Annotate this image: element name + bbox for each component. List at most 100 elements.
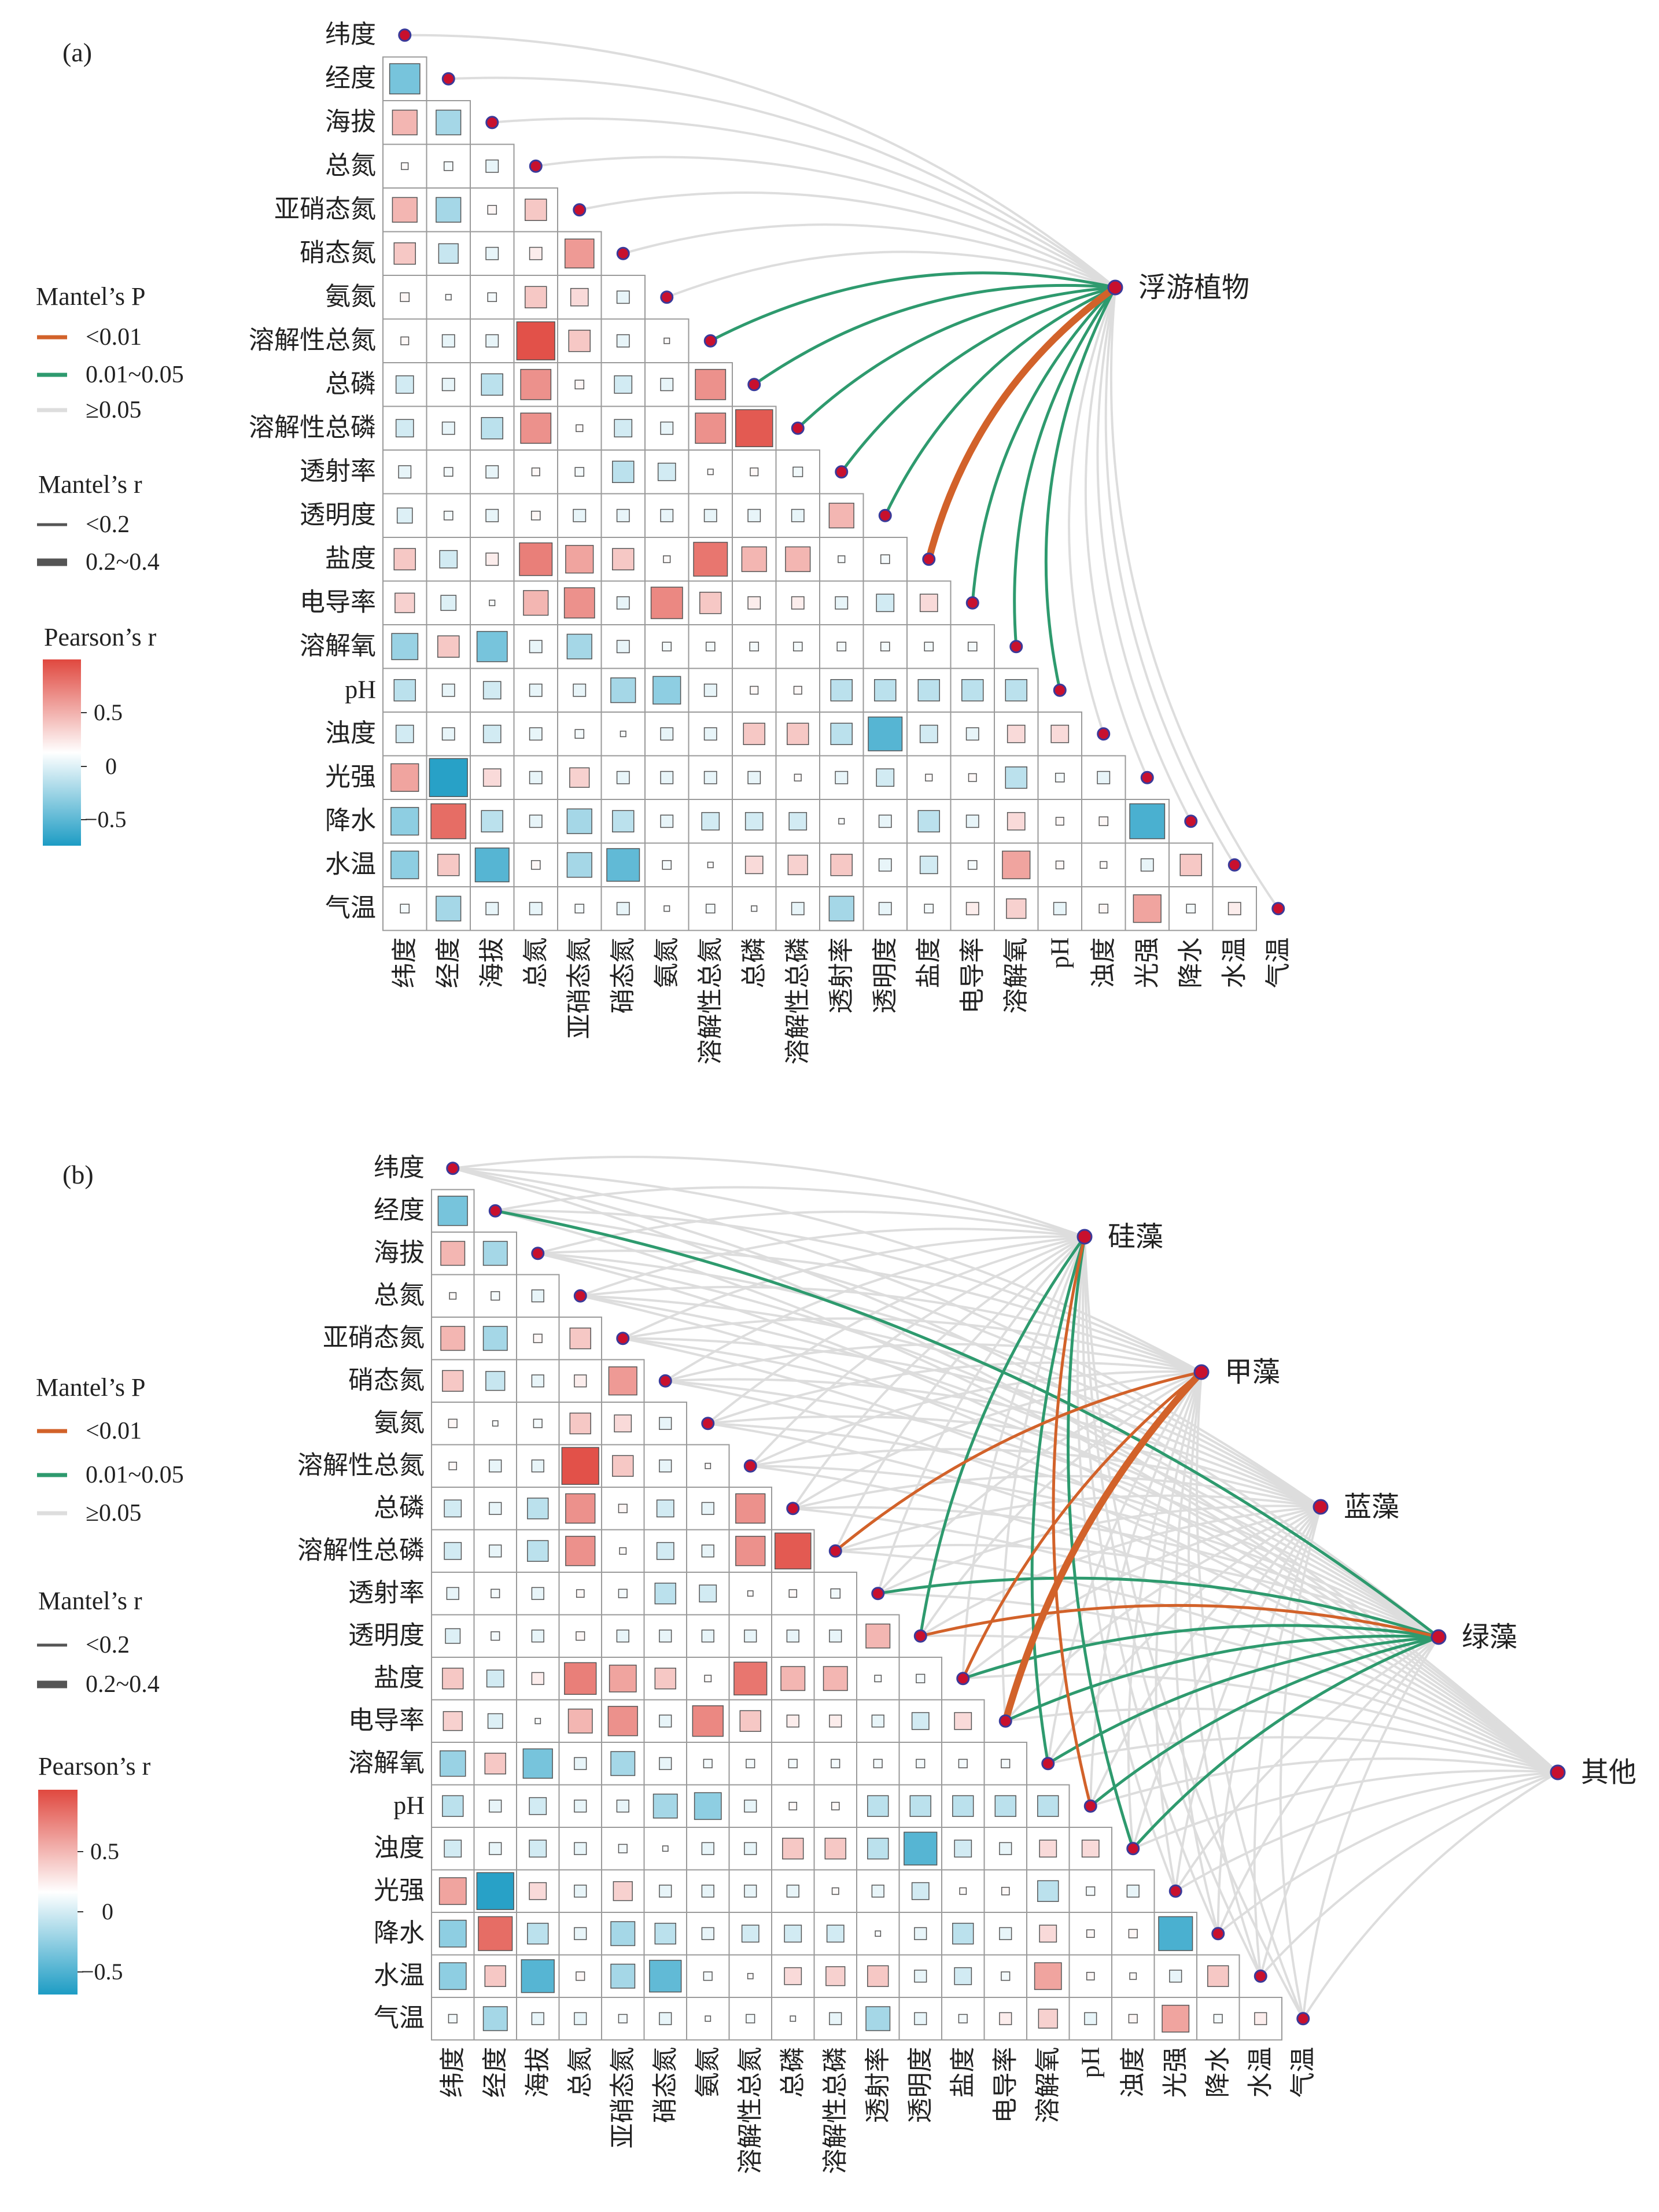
- variable-node: [747, 378, 761, 392]
- correlation-square: [569, 1413, 591, 1435]
- correlation-square: [616, 334, 630, 348]
- correlation-square: [830, 722, 853, 745]
- correlation-square: [828, 895, 854, 921]
- correlation-square: [1086, 1886, 1096, 1896]
- correlation-square: [400, 336, 410, 345]
- correlation-square: [746, 1758, 755, 1768]
- correlation-square: [876, 593, 895, 613]
- row-label: 硝态氮: [300, 238, 376, 267]
- correlation-square: [476, 1872, 514, 1910]
- mantel-link: [1216, 1771, 1559, 1935]
- variable-node: [1184, 814, 1198, 828]
- correlation-square: [438, 243, 459, 264]
- heatmap-cell: [473, 1274, 517, 1318]
- correlation-square: [516, 321, 555, 360]
- correlation-square: [694, 1792, 722, 1820]
- correlation-square: [735, 1493, 766, 1524]
- correlation-square: [614, 419, 633, 438]
- legend-r-item: 0.2~0.4: [86, 1671, 160, 1698]
- column-label: 电导率: [991, 2047, 1019, 2123]
- correlation-square: [788, 1589, 798, 1598]
- correlation-square: [489, 1459, 502, 1473]
- correlation-square: [744, 856, 764, 875]
- mantel-link: [1046, 1506, 1322, 1765]
- legend-mantel-p-title: Mantel’s P: [36, 1373, 145, 1402]
- correlation-square: [485, 465, 499, 479]
- correlation-square: [608, 1366, 637, 1396]
- variable-node: [531, 1247, 545, 1260]
- correlation-square: [919, 856, 938, 875]
- column-label: 纬度: [438, 2047, 467, 2098]
- correlation-square: [570, 287, 589, 307]
- correlation-square: [825, 1966, 846, 1986]
- correlation-square: [449, 1292, 457, 1300]
- column-label: 硝态氮: [651, 2047, 679, 2123]
- correlation-square: [965, 727, 979, 741]
- correlation-square: [533, 1418, 543, 1428]
- row-label: 经度: [374, 1196, 425, 1224]
- correlation-square: [569, 767, 590, 788]
- column-label: 海拔: [523, 2047, 552, 2098]
- correlation-square: [659, 1629, 672, 1643]
- row-label: 海拔: [325, 108, 376, 136]
- correlation-square: [574, 379, 585, 390]
- mantel-link: [1259, 1771, 1559, 1978]
- correlation-square: [1001, 1886, 1010, 1896]
- correlation-square: [436, 109, 462, 135]
- mantel-link: [791, 1507, 1559, 1774]
- correlation-square: [788, 1801, 798, 1811]
- correlation-square: [654, 1583, 676, 1605]
- mantel-link: [534, 156, 1116, 289]
- correlation-square: [481, 810, 503, 832]
- correlation-square: [482, 2006, 508, 2032]
- correlation-square: [390, 850, 419, 879]
- variable-node: [791, 421, 805, 435]
- correlation-square: [1006, 898, 1027, 919]
- correlation-square: [619, 1547, 627, 1555]
- correlation-square: [389, 63, 421, 95]
- legend-r-item: 0.2~0.4: [86, 549, 160, 576]
- correlation-square: [660, 770, 674, 784]
- pearson-colorbar: [43, 659, 81, 846]
- mantel-link: [971, 286, 1117, 604]
- mantel-link: [706, 1236, 1086, 1425]
- heatmap-cell: [862, 886, 908, 931]
- correlation-square: [660, 378, 674, 392]
- correlation-square: [1037, 1880, 1059, 1902]
- correlation-square: [916, 1673, 926, 1683]
- legend-p-item: ≥0.05: [86, 397, 142, 423]
- variable-node: [913, 1629, 927, 1643]
- correlation-square: [530, 860, 541, 870]
- correlation-square: [486, 1669, 504, 1688]
- correlation-square: [954, 1712, 972, 1730]
- column-label: 水温: [1246, 2047, 1274, 2098]
- column-label: 光强: [1161, 2047, 1189, 2098]
- correlation-square: [489, 1544, 502, 1558]
- group-node: [1431, 1629, 1447, 1645]
- legend-p-item: ≥0.05: [86, 1500, 142, 1527]
- heatmap-cell: [728, 1912, 772, 1956]
- correlation-square: [999, 1927, 1012, 1940]
- correlation-square: [561, 1447, 599, 1485]
- correlation-square: [914, 1927, 927, 1940]
- correlation-square: [692, 1705, 724, 1737]
- correlation-square: [620, 731, 626, 738]
- mantel-link: [1004, 1707, 1559, 1774]
- correlation-square: [396, 507, 413, 524]
- correlation-square: [924, 904, 934, 914]
- heatmap-cell: [426, 318, 471, 363]
- correlation-square: [1005, 679, 1027, 702]
- mantel-link: [709, 271, 1117, 342]
- correlation-square: [867, 1965, 889, 1987]
- variable-node: [488, 1204, 502, 1218]
- group-label: 其他: [1581, 1757, 1636, 1788]
- mantel-link: [840, 286, 1117, 474]
- correlation-square: [1007, 812, 1026, 831]
- correlation-square: [659, 1885, 672, 1898]
- correlation-square: [485, 246, 499, 260]
- mantel-link: [536, 1252, 1559, 1774]
- correlation-square: [442, 1668, 464, 1690]
- variable-node: [573, 1289, 587, 1303]
- correlation-square: [830, 679, 853, 702]
- correlation-square: [867, 1838, 889, 1860]
